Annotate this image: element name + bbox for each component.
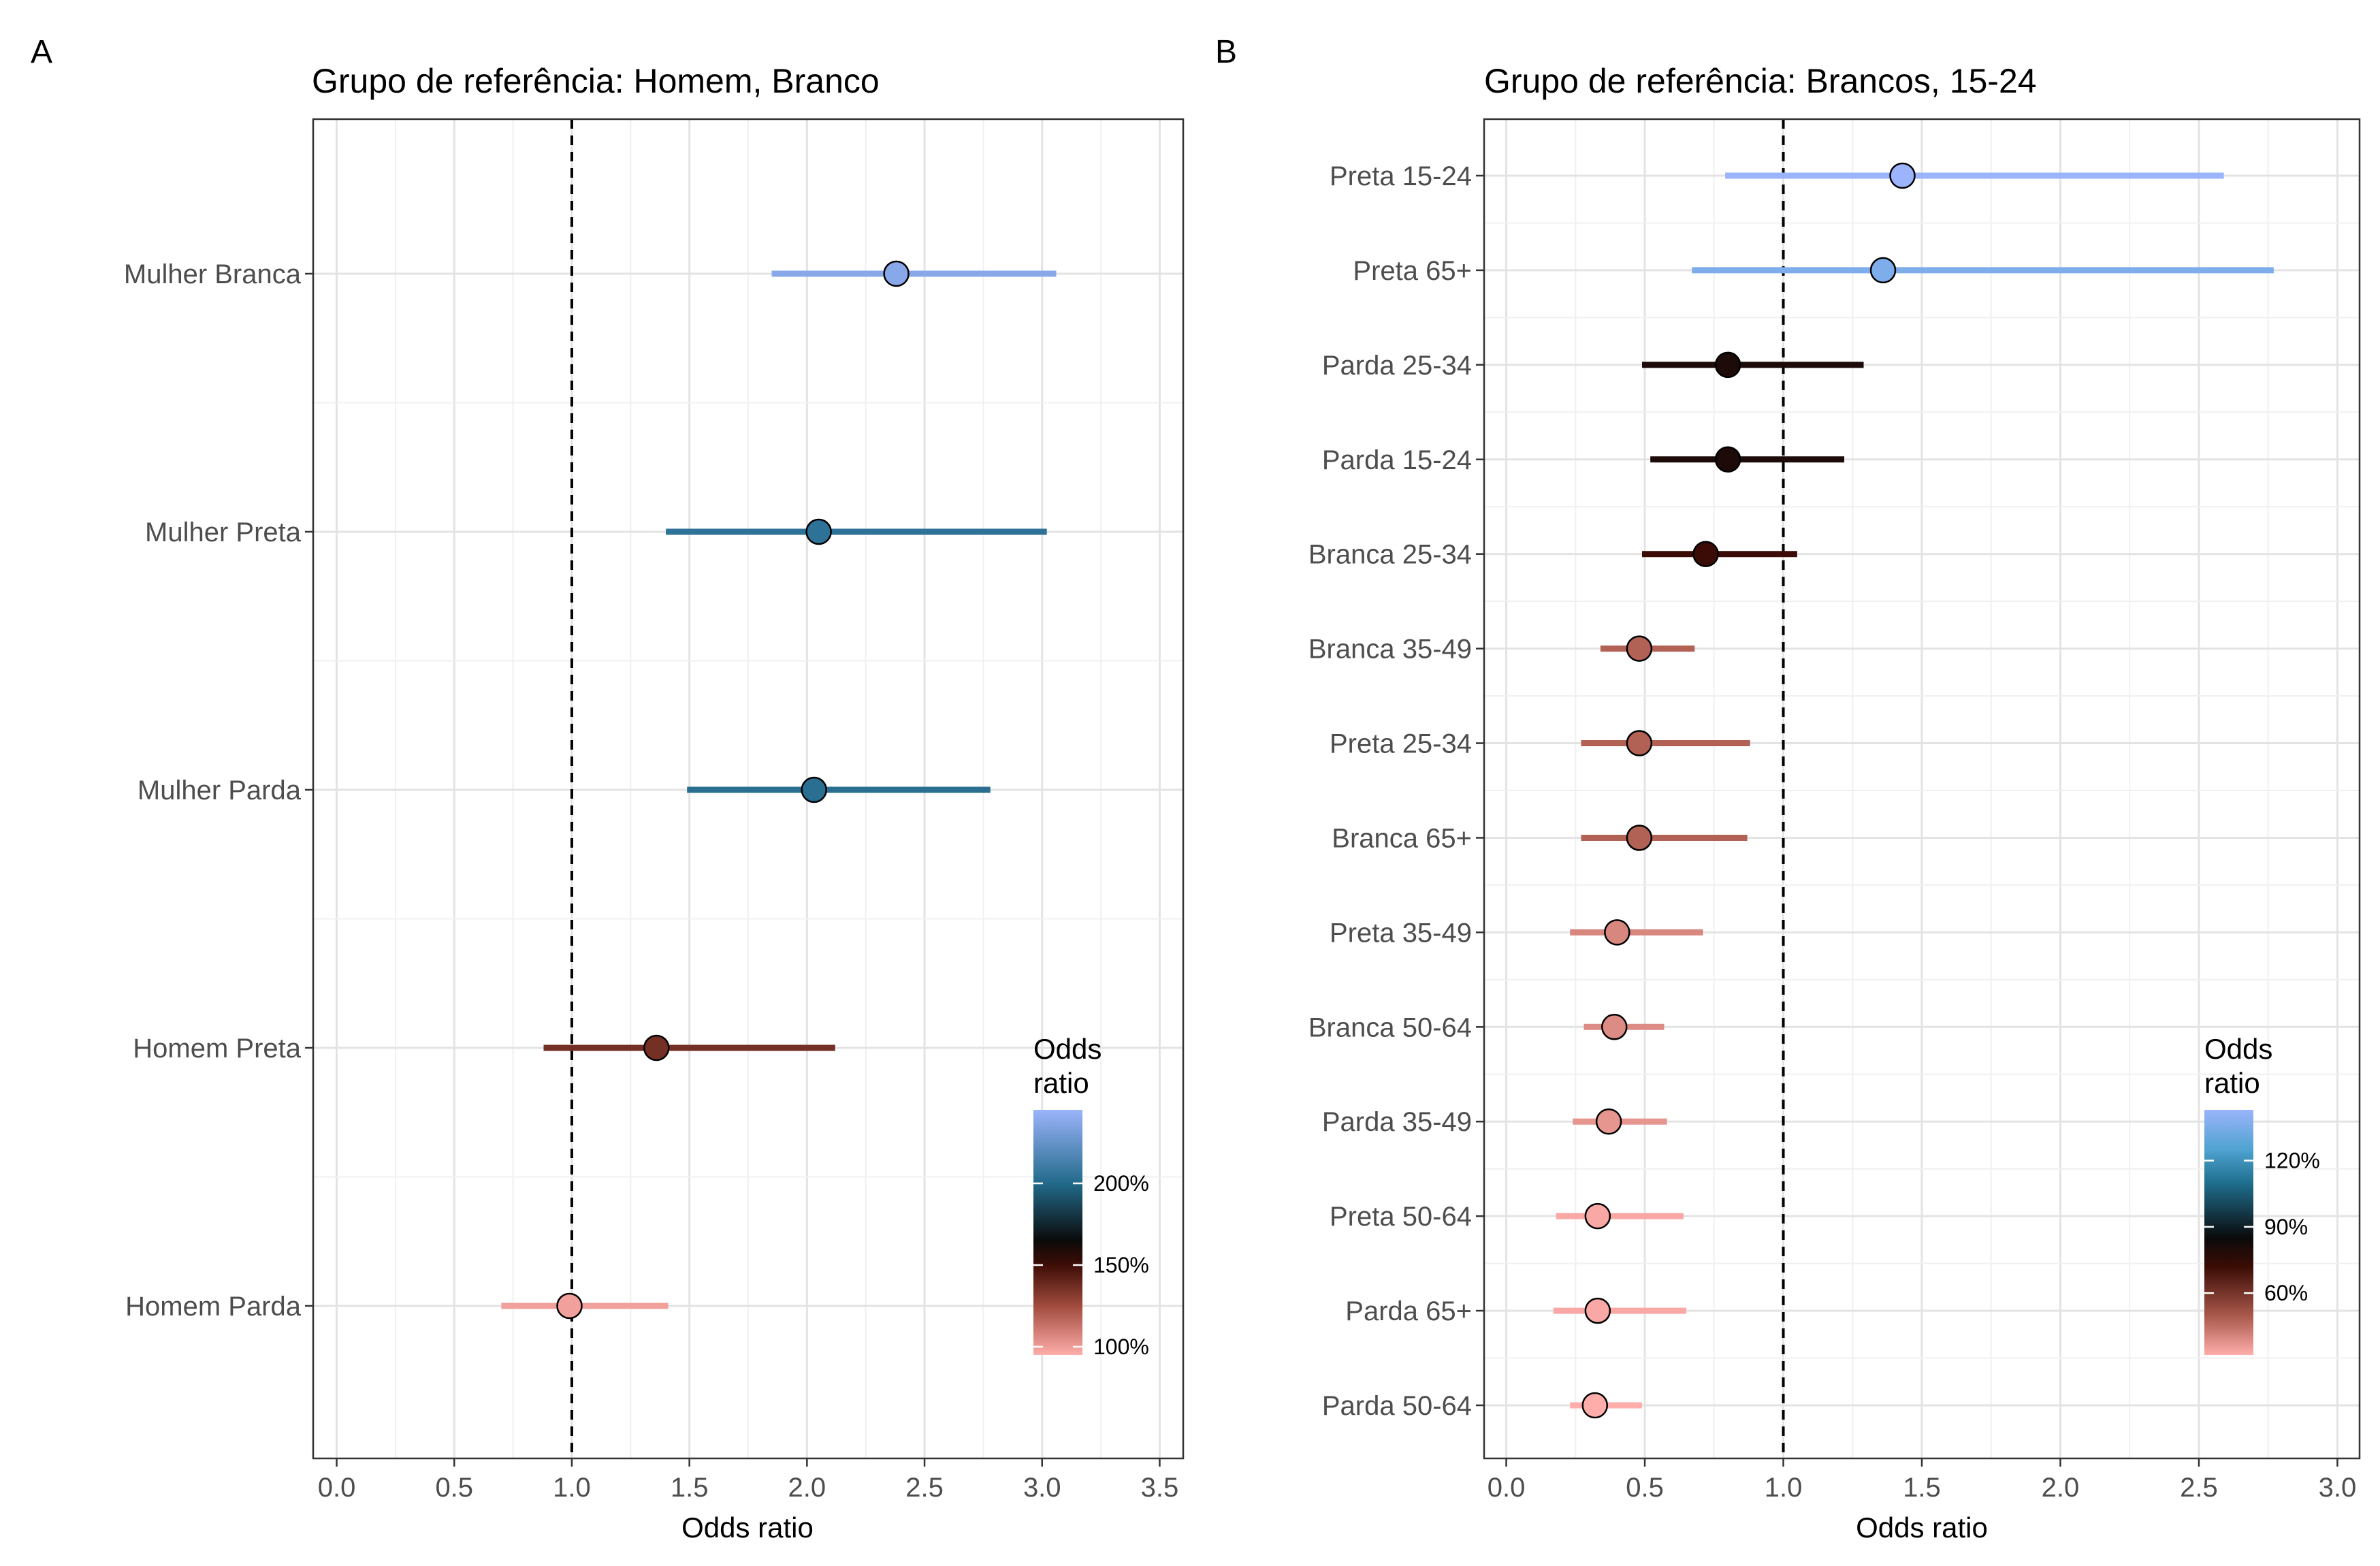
panel-a-x-tick-label: 2.5 — [905, 1473, 944, 1503]
panel-b-colorbar-label: 60% — [2264, 1281, 2308, 1305]
panel-a-point — [883, 260, 910, 287]
panel-a-category-label: Mulher Parda — [138, 776, 302, 805]
panel-b-category-label: Parda 65+ — [1345, 1296, 1472, 1326]
panel-a-tag: A — [31, 34, 52, 70]
panel-b-colorbar-label: 90% — [2264, 1215, 2308, 1239]
panel-b-colorbar-label: 120% — [2264, 1149, 2320, 1173]
panel-b-point — [1595, 1108, 1622, 1135]
panel-a-colorbar-label: 100% — [1093, 1335, 1149, 1359]
panel-b-title: Grupo de referência: Brancos, 15-24 — [1484, 62, 2037, 100]
panel-b-category-label: Preta 35-49 — [1330, 918, 1472, 948]
panel-a-x-tick-label: 3.0 — [1023, 1473, 1061, 1503]
panel-b-category-label: Preta 25-34 — [1330, 729, 1472, 759]
panel-b-category-label: Parda 25-34 — [1322, 351, 1472, 381]
panel-b-point — [1714, 351, 1741, 379]
panel-b-point — [1581, 1392, 1609, 1419]
panel-a-frame — [312, 118, 1185, 1460]
panel-b-category-label: Parda 35-49 — [1322, 1107, 1472, 1137]
panel-a-point — [556, 1292, 583, 1320]
panel-b-point — [1692, 541, 1719, 567]
panel-a-x-tick-label: 1.5 — [671, 1473, 709, 1503]
panel-b-point — [1626, 730, 1653, 756]
panel-b-x-tick-label: 1.5 — [1903, 1473, 1941, 1503]
panel-b-category-label: Preta 15-24 — [1330, 161, 1472, 191]
panel-b-colorbar — [2204, 1110, 2253, 1355]
panel-b-x-tick-label: 2.0 — [2042, 1473, 2080, 1503]
panel-b-category-label: Branca 65+ — [1332, 823, 1472, 853]
panel-a-category-label: Mulher Branca — [124, 259, 302, 289]
panel-a-category-label: Homem Preta — [133, 1034, 301, 1064]
panel-b-category-label: Branca 50-64 — [1308, 1012, 1472, 1042]
panel-b-category-label: Parda 15-24 — [1322, 445, 1472, 475]
panel-b-point — [1714, 446, 1741, 473]
panel-a-legend-title: Odds — [1033, 1033, 1101, 1065]
panel-a-x-tick-label: 0.0 — [318, 1473, 356, 1503]
panel-a-x-tick-label: 0.5 — [435, 1473, 473, 1503]
panel-a-category-label: Homem Parda — [125, 1292, 302, 1322]
panel-b-point — [1626, 825, 1653, 851]
panel-b-legend-title: ratio — [2204, 1067, 2260, 1099]
panel-b-point — [1584, 1297, 1611, 1324]
panel-b-point — [1601, 1014, 1628, 1040]
panel-b-category-label: Preta 65+ — [1353, 256, 1472, 286]
panel-a: A Grupo de referência: Homem, Branco 0.0… — [31, 34, 1185, 1544]
panel-b-x-axis-title: Odds ratio — [1856, 1512, 1988, 1544]
panel-b-point — [1584, 1202, 1611, 1230]
panel-a-point — [643, 1034, 670, 1061]
panel-b-x-tick-label: 3.0 — [2319, 1473, 2357, 1503]
panel-a-x-tick-label: 1.0 — [553, 1473, 591, 1503]
panel-a-legend-title: ratio — [1033, 1067, 1089, 1099]
panel-b-point — [1889, 162, 1916, 189]
panel-a-x-axis-title: Odds ratio — [681, 1512, 814, 1544]
panel-b: B Grupo de referência: Brancos, 15-24 0.… — [1215, 34, 2361, 1544]
panel-b-x-tick-label: 2.5 — [2180, 1473, 2218, 1503]
panel-a-colorbar — [1033, 1110, 1082, 1355]
panel-b-category-label: Branca 35-49 — [1308, 635, 1472, 665]
panel-a-colorbar-label: 200% — [1093, 1171, 1149, 1196]
panel-b-point — [1604, 919, 1630, 946]
panel-b-x-tick-label: 1.0 — [1765, 1473, 1803, 1503]
panel-b-point — [1626, 635, 1653, 662]
panel-a-point — [801, 776, 827, 803]
panel-b-tag: B — [1215, 34, 1237, 70]
panel-b-x-tick-label: 0.5 — [1626, 1473, 1664, 1503]
panel-b-point — [1869, 257, 1897, 284]
panel-a-x-tick-label: 2.0 — [788, 1473, 826, 1503]
panel-b-x-tick-label: 0.0 — [1488, 1473, 1526, 1503]
panel-a-x-tick-label: 3.5 — [1141, 1473, 1179, 1503]
panel-a-colorbar-label: 150% — [1093, 1253, 1149, 1277]
panel-a-category-label: Mulher Preta — [145, 517, 302, 547]
panel-b-legend-title: Odds — [2204, 1033, 2272, 1065]
panel-a-title: Grupo de referência: Homem, Branco — [312, 62, 880, 100]
panel-b-category-label: Parda 50-64 — [1322, 1391, 1472, 1421]
panel-b-category-label: Branca 25-34 — [1308, 540, 1472, 570]
panel-a-point — [805, 518, 832, 545]
panel-b-category-label: Preta 50-64 — [1330, 1202, 1472, 1232]
